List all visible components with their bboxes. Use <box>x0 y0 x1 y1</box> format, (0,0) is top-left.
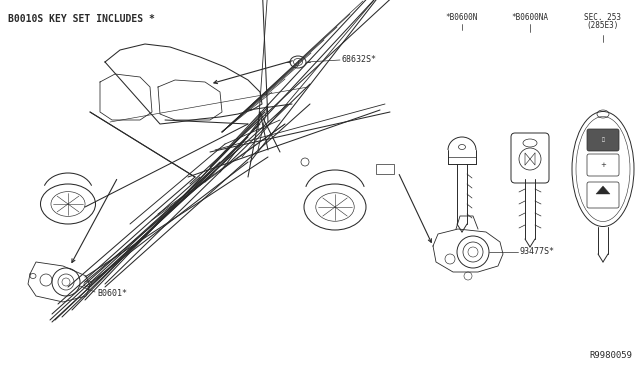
Text: ⬛: ⬛ <box>602 138 604 142</box>
Text: SEC. 253: SEC. 253 <box>584 13 621 22</box>
Text: B0010S KEY SET INCLUDES *: B0010S KEY SET INCLUDES * <box>8 14 155 24</box>
Text: *B0600N: *B0600N <box>446 13 478 22</box>
Text: R9980059: R9980059 <box>589 351 632 360</box>
Text: 93477S*: 93477S* <box>520 247 555 257</box>
Polygon shape <box>596 186 610 194</box>
Text: *B0600NA: *B0600NA <box>511 13 548 22</box>
Bar <box>376 164 394 174</box>
Text: 68632S*: 68632S* <box>342 55 377 64</box>
Text: +: + <box>600 162 606 168</box>
FancyBboxPatch shape <box>587 129 619 151</box>
Text: B0601*: B0601* <box>97 289 127 298</box>
Text: (285E3): (285E3) <box>587 21 619 30</box>
